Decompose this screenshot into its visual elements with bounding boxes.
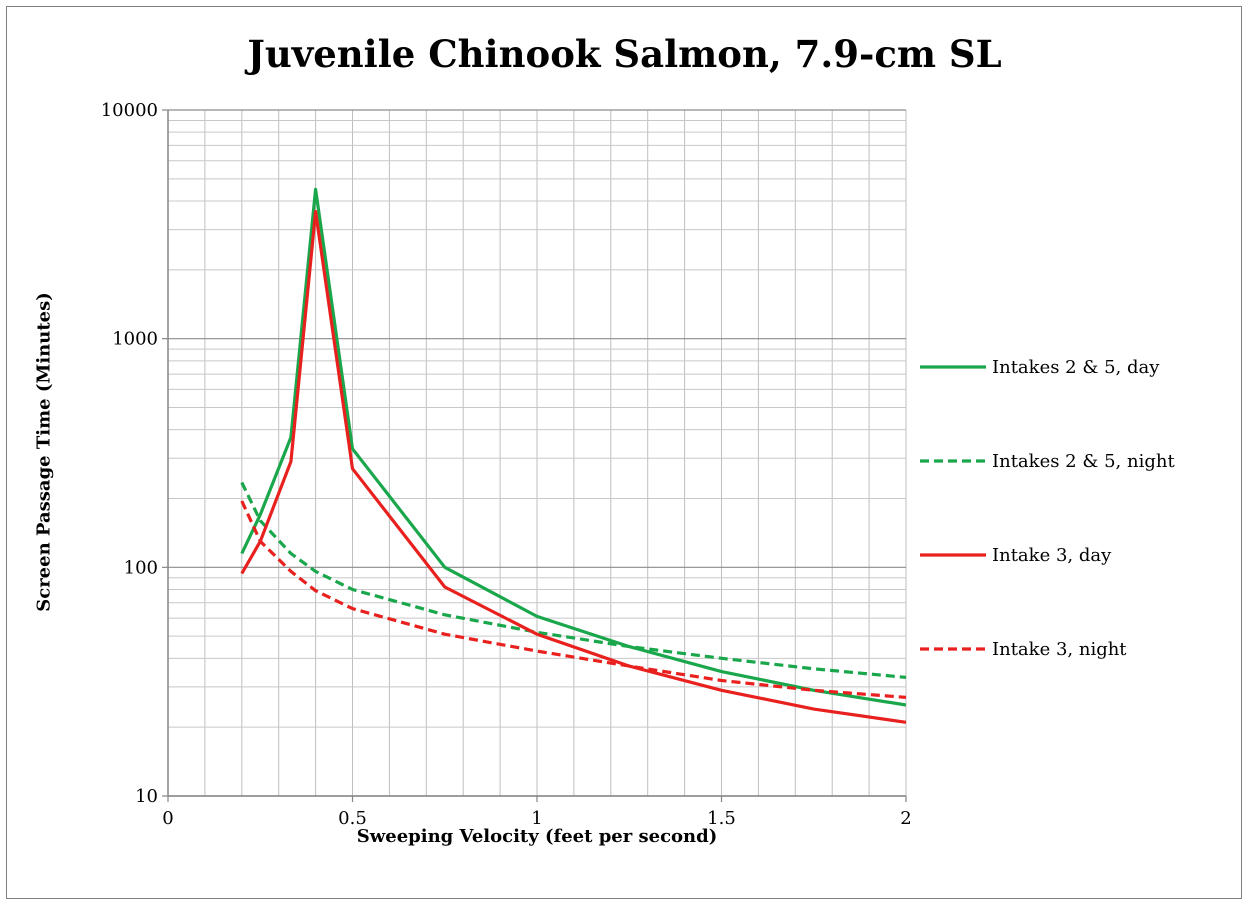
series-lines <box>240 187 907 724</box>
y-tick-label: 100 <box>124 557 158 578</box>
x-tick-label: 0.5 <box>338 808 367 829</box>
chart-title: Juvenile Chinook Salmon, 7.9-cm SL <box>247 32 1002 76</box>
x-tick-label: 0 <box>162 808 173 829</box>
x-tick-label: 1 <box>531 808 542 829</box>
chart-frame <box>6 6 1242 899</box>
x-tick-label: 1.5 <box>707 808 736 829</box>
tick-labels: 0 0.5 1 1.5 2 10 100 1000 10000 <box>101 100 912 829</box>
legend: Intakes 2 & 5, day Intakes 2 & 5, night In… <box>920 357 1175 660</box>
series-line-1 <box>240 187 907 707</box>
legend-label-4: Intake 3, night <box>992 639 1127 660</box>
legend-label-2: Intakes 2 & 5, night <box>992 451 1175 472</box>
legend-label-3: Intake 3, day <box>992 545 1112 566</box>
y-tick-label: 10000 <box>101 100 158 121</box>
grid <box>167 109 907 797</box>
series-line-4 <box>240 500 907 699</box>
legend-label-1: Intakes 2 & 5, day <box>992 357 1160 378</box>
x-axis-label: Sweeping Velocity (feet per second) <box>356 826 718 847</box>
series-line-2 <box>240 481 907 679</box>
y-tick-label: 10 <box>135 786 158 807</box>
x-tick-label: 2 <box>900 808 911 829</box>
y-tick-label: 1000 <box>112 329 158 350</box>
series-line-3 <box>240 209 907 724</box>
axes <box>162 109 907 802</box>
